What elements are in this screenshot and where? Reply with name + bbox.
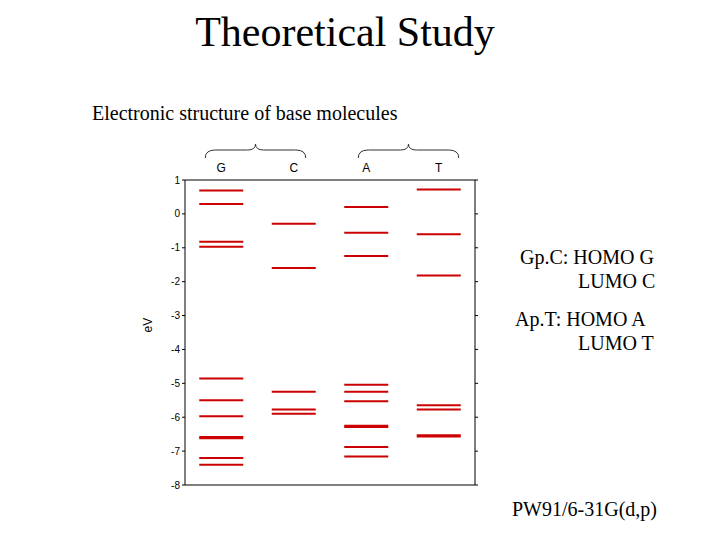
svg-text:-1: -1: [171, 242, 180, 253]
html-text:PW91/6-31G(d,p): PW91/6-31G(d,p): [512, 498, 657, 520]
html-text:Theoretical Study: Theoretical Study: [195, 9, 495, 55]
svg-text:1: 1: [174, 175, 180, 186]
html-text:Ap.T: HOMO A: Ap.T: HOMO A: [515, 308, 646, 330]
svg-text:0: 0: [174, 208, 180, 219]
svg-text:-7: -7: [171, 446, 180, 457]
svg-text:C: C: [289, 161, 298, 175]
html-text:LUMO T: LUMO T: [578, 332, 654, 354]
svg-text:-6: -6: [171, 412, 180, 423]
svg-text:-2: -2: [171, 276, 180, 287]
svg-text:-5: -5: [171, 378, 180, 389]
svg-text:-4: -4: [171, 344, 180, 355]
svg-text:-3: -3: [171, 310, 180, 321]
html-text:Gp.C: HOMO G: Gp.C: HOMO G: [520, 246, 654, 268]
html-text:Electronic structure of base m: Electronic structure of base molecules: [92, 102, 398, 124]
svg-text:-8: -8: [171, 480, 180, 490]
svg-text:eV: eV: [141, 318, 155, 333]
svg-text:G: G: [217, 161, 226, 175]
html-text:LUMO C: LUMO C: [578, 270, 656, 292]
svg-text:T: T: [435, 161, 443, 175]
svg-text:A: A: [362, 161, 370, 175]
